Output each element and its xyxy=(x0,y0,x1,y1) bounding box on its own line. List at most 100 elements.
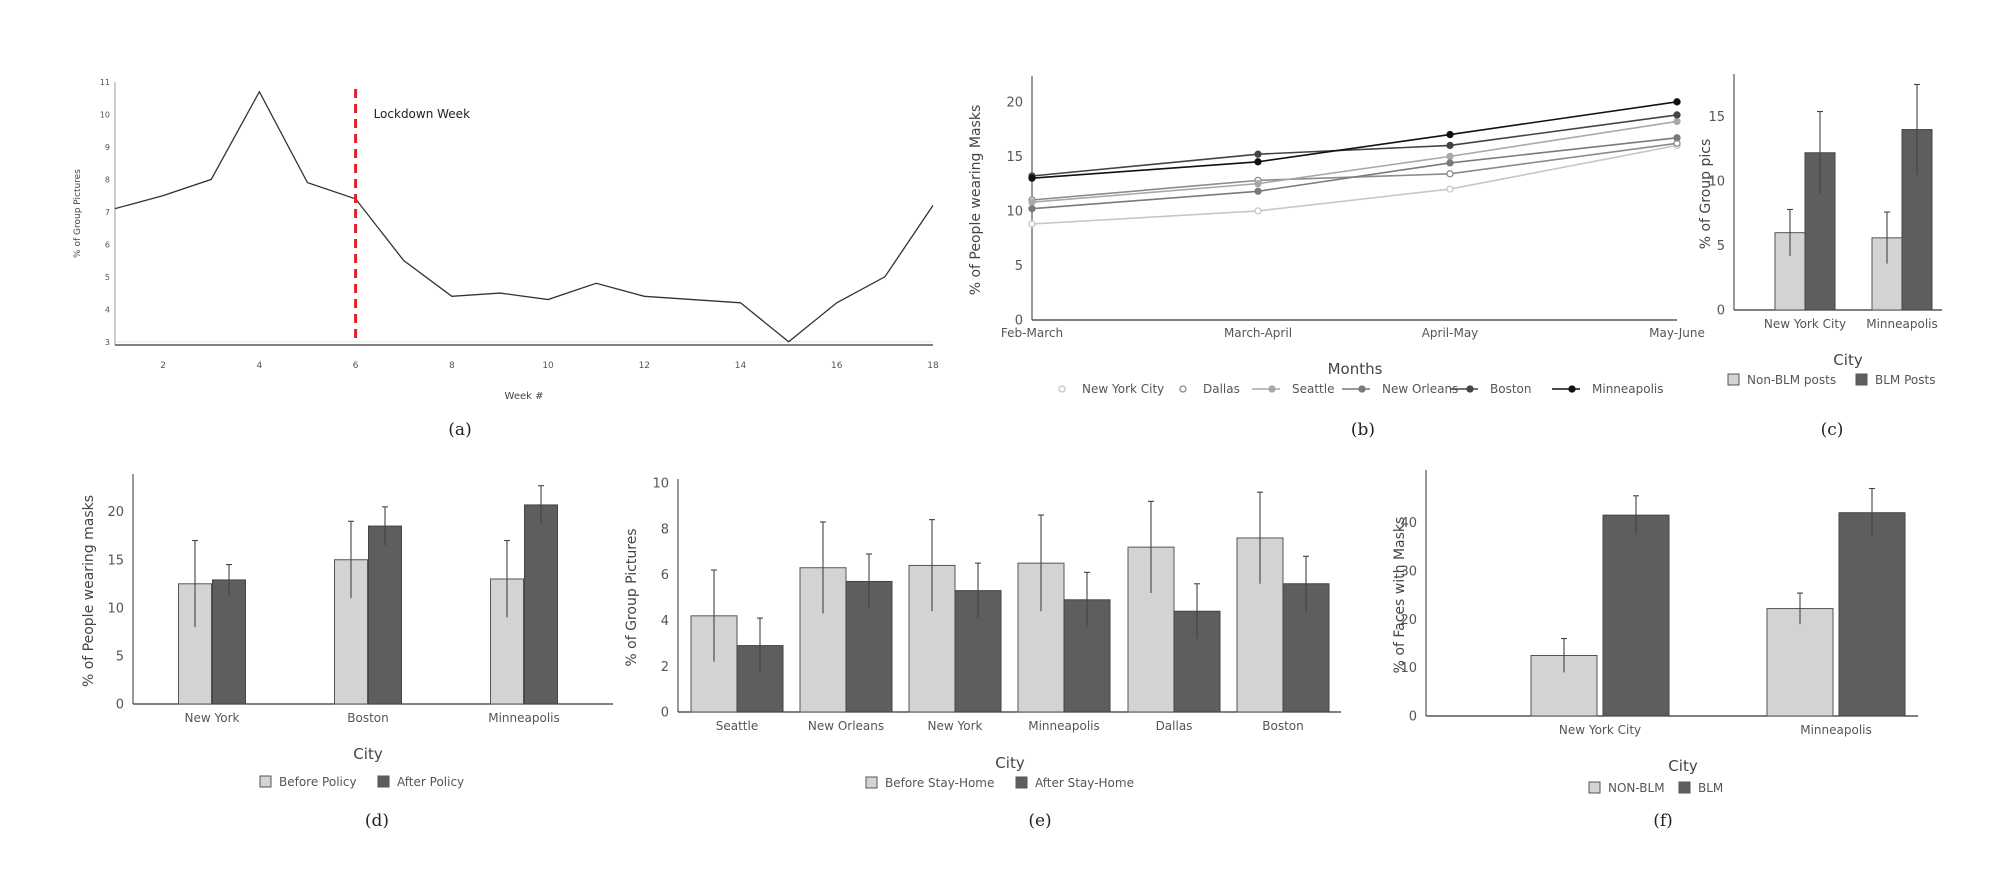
y-tick-label: 10 xyxy=(652,477,669,492)
subfigure-caption-c: (c) xyxy=(1821,420,1844,440)
data-point xyxy=(1028,205,1036,213)
legend-marker xyxy=(1466,385,1474,393)
legend-label: After Stay-Home xyxy=(1035,776,1134,790)
x-tick-label: 8 xyxy=(449,361,455,371)
series-line xyxy=(1031,114,1678,177)
series-new-york-city xyxy=(1028,141,1681,228)
data-point xyxy=(1446,170,1454,178)
subfigure-caption-a: (a) xyxy=(448,420,471,440)
y-tick-label: 10 xyxy=(100,110,110,119)
y-tick-label: 10 xyxy=(1708,175,1725,190)
legend-swatch xyxy=(1015,776,1028,789)
series-line xyxy=(1031,101,1678,179)
y-tick-label: 8 xyxy=(661,522,669,537)
legend-item: Before Policy xyxy=(259,775,357,789)
series-line xyxy=(1031,144,1678,225)
chart-c: 0 5 10 15 % of Group pics New York City Minnea… xyxy=(1698,74,1942,387)
x-tick-label: Minneapolis xyxy=(488,711,560,725)
x-tick-label: 16 xyxy=(831,361,843,371)
x-tick-label: 6 xyxy=(353,361,359,371)
y-tick-label: 11 xyxy=(100,78,110,87)
y-axis-title: % of People wearing Masks xyxy=(968,105,984,296)
legend-label: Dallas xyxy=(1203,382,1240,396)
y-tick-label: 0 xyxy=(1717,304,1725,319)
legend-swatch xyxy=(1855,373,1868,386)
legend-label: NON-BLM xyxy=(1608,781,1665,795)
legend-item: Non-BLM posts xyxy=(1727,373,1836,387)
x-tick-label: New York xyxy=(185,711,240,725)
legend-item: Seattle xyxy=(1252,382,1334,396)
legend-label: BLM Posts xyxy=(1875,373,1935,387)
legend-marker xyxy=(1568,385,1576,393)
x-tick-label: May-June xyxy=(1649,326,1705,340)
x-tick-label: Feb-March xyxy=(1001,326,1063,340)
x-tick-label: 12 xyxy=(639,361,650,371)
legend-swatch xyxy=(1588,781,1601,794)
chart-f: 0 10 20 30 40% of Faces with Masks New York C… xyxy=(1392,470,1918,795)
legend-item: BLM xyxy=(1678,781,1723,795)
x-tick-label: Minneapolis xyxy=(1028,719,1100,733)
y-tick-label: 0 xyxy=(1409,710,1417,725)
data-point xyxy=(1254,158,1262,166)
y-axis-title: % of People wearing masks xyxy=(81,495,97,687)
data-point xyxy=(1254,150,1262,158)
legend-label: Before Policy xyxy=(279,775,357,789)
legend-label: New Orleans xyxy=(1382,382,1458,396)
chart-d: 0 5 10 15 20 % of People wearing masks New Yor… xyxy=(81,474,613,789)
x-axis-title: City xyxy=(1833,351,1863,369)
y-axis-title: % of Group Pictures xyxy=(624,528,640,666)
y-tick-label: 5 xyxy=(1015,259,1023,274)
data-point xyxy=(1446,141,1454,150)
legend-item: NON-BLM xyxy=(1588,781,1665,795)
data-point xyxy=(1446,159,1454,167)
x-tick-label: New Orleans xyxy=(808,719,884,733)
subfigure-caption-d: (d) xyxy=(365,811,389,831)
legend-swatch xyxy=(1678,781,1691,794)
x-tick-label: Seattle xyxy=(716,719,758,733)
x-axis-title: City xyxy=(1668,757,1698,775)
legend-marker xyxy=(1268,385,1276,393)
x-tick-label: New York City xyxy=(1559,723,1641,737)
x-axis-title: City xyxy=(353,745,383,763)
bar xyxy=(368,525,402,705)
data-point xyxy=(1673,117,1681,126)
x-tick-label: 14 xyxy=(735,361,747,371)
y-tick-label: 8 xyxy=(105,175,110,184)
series-seattle xyxy=(1028,117,1681,206)
legend-item: Before Stay-Home xyxy=(865,776,994,790)
bar xyxy=(1602,514,1670,717)
x-tick-label: 10 xyxy=(542,361,554,371)
series-boston xyxy=(1028,111,1681,180)
legend-item: BLM Posts xyxy=(1855,373,1935,387)
y-tick-label: 5 xyxy=(1717,239,1725,254)
x-tick-label: 18 xyxy=(927,361,939,371)
legend-label: New York City xyxy=(1082,382,1164,396)
x-axis-title: Months xyxy=(1328,360,1383,378)
y-tick-label: 0 xyxy=(116,698,124,713)
y-tick-label: 5 xyxy=(116,649,124,664)
bar xyxy=(1838,512,1906,717)
data-point xyxy=(1673,134,1681,142)
legend-marker xyxy=(1179,385,1187,393)
lockdown-annotation: Lockdown Week xyxy=(374,107,470,121)
y-tick-label: 4 xyxy=(105,305,110,314)
x-tick-label: April-May xyxy=(1422,326,1479,340)
data-point xyxy=(1254,187,1262,195)
legend-item: New York City xyxy=(1058,382,1164,396)
y-tick-label: 20 xyxy=(1400,613,1417,628)
legend-swatch xyxy=(865,776,878,789)
subfigure-caption-b: (b) xyxy=(1351,420,1375,440)
y-tick-label: 10 xyxy=(107,601,124,616)
series-line xyxy=(114,90,934,343)
data-point xyxy=(1254,179,1262,188)
legend-label: BLM xyxy=(1698,781,1723,795)
x-tick-label: Minneapolis xyxy=(1800,723,1872,737)
y-tick-label: 10 xyxy=(1400,661,1417,676)
legend-item: After Policy xyxy=(377,775,464,789)
y-tick-label: 7 xyxy=(105,208,110,217)
legend-label: Non-BLM posts xyxy=(1747,373,1836,387)
data-point xyxy=(1028,174,1036,182)
chart-a: 3 4 5 6 7 8 9 10 11 2 4 6 8 10 12 14 16 18 Week # % of Grou… xyxy=(73,78,939,402)
legend-marker xyxy=(1358,385,1366,393)
data-point xyxy=(1446,152,1454,161)
